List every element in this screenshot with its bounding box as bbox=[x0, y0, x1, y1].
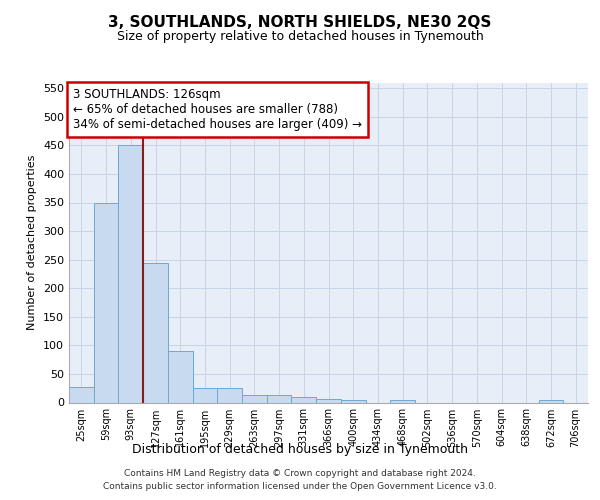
Bar bbox=[193, 388, 217, 402]
Bar bbox=[539, 400, 563, 402]
Bar bbox=[267, 395, 292, 402]
Text: 3, SOUTHLANDS, NORTH SHIELDS, NE30 2QS: 3, SOUTHLANDS, NORTH SHIELDS, NE30 2QS bbox=[109, 15, 491, 30]
Text: Contains public sector information licensed under the Open Government Licence v3: Contains public sector information licen… bbox=[103, 482, 497, 491]
Bar bbox=[292, 397, 316, 402]
Bar bbox=[94, 202, 118, 402]
Bar bbox=[316, 398, 341, 402]
Text: Distribution of detached houses by size in Tynemouth: Distribution of detached houses by size … bbox=[132, 442, 468, 456]
Bar bbox=[341, 400, 365, 402]
Bar bbox=[69, 387, 94, 402]
Text: Size of property relative to detached houses in Tynemouth: Size of property relative to detached ho… bbox=[116, 30, 484, 43]
Bar bbox=[242, 395, 267, 402]
Bar bbox=[143, 262, 168, 402]
Bar bbox=[118, 146, 143, 402]
Bar bbox=[217, 388, 242, 402]
Bar bbox=[168, 351, 193, 403]
Text: 3 SOUTHLANDS: 126sqm
← 65% of detached houses are smaller (788)
34% of semi-deta: 3 SOUTHLANDS: 126sqm ← 65% of detached h… bbox=[73, 88, 362, 131]
Text: Contains HM Land Registry data © Crown copyright and database right 2024.: Contains HM Land Registry data © Crown c… bbox=[124, 469, 476, 478]
Y-axis label: Number of detached properties: Number of detached properties bbox=[28, 155, 37, 330]
Bar bbox=[390, 400, 415, 402]
